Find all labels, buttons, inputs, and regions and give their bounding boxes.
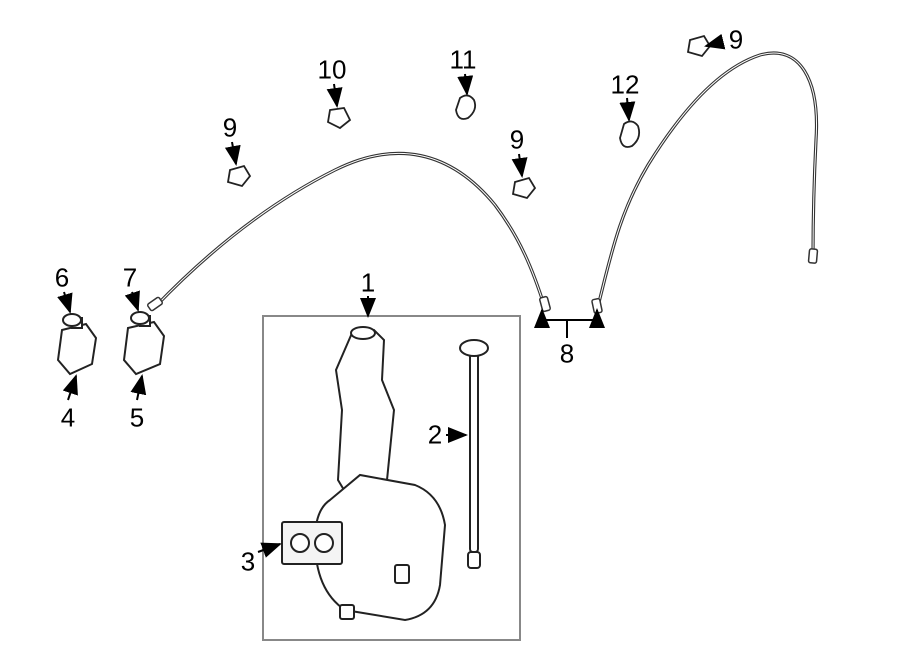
callout-label-6: 6 — [55, 263, 69, 294]
callout-label-7: 7 — [123, 263, 137, 294]
callout-label-10: 10 — [318, 55, 347, 86]
callout-label-1: 1 — [361, 268, 375, 299]
callout-label-3: 3 — [241, 547, 255, 578]
callout-label-12: 12 — [611, 70, 640, 101]
reservoir-body — [315, 327, 445, 620]
callout-label-4: 4 — [61, 403, 75, 434]
washer-pump-a — [58, 318, 96, 374]
callout-label-9b: 9 — [510, 125, 524, 156]
grommet-panel — [282, 522, 342, 564]
callout-label-9c: 9 — [729, 25, 743, 56]
callout-label-2: 2 — [428, 420, 442, 451]
pump-cap-a — [63, 314, 81, 326]
callout-label-8: 8 — [560, 339, 574, 370]
washer-hose-left — [155, 153, 545, 308]
hose-connector — [328, 108, 350, 128]
washer-nozzle-a — [456, 95, 475, 119]
callout-label-11: 11 — [450, 45, 477, 76]
hose-clip — [513, 178, 535, 198]
washer-nozzle-b — [620, 121, 639, 147]
hose-clip — [228, 166, 250, 186]
callout-label-9a: 9 — [223, 113, 237, 144]
callout-label-5: 5 — [130, 403, 144, 434]
pump-cap-b — [131, 312, 149, 324]
filler-tube — [460, 340, 488, 568]
washer-pump-b — [124, 316, 164, 374]
parts-diagram-canvas — [0, 0, 900, 661]
